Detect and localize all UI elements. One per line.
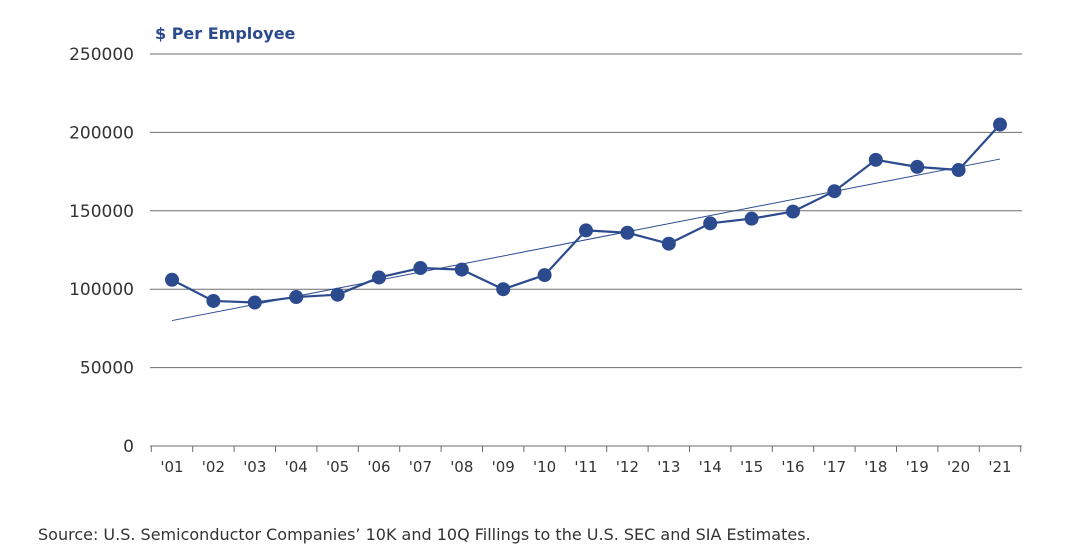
y-tick-label: 0 (123, 437, 134, 457)
series-group (165, 117, 1007, 310)
data-point (579, 223, 593, 238)
x-tick-label: '07 (409, 458, 432, 476)
gridlines (150, 53, 1022, 369)
data-point (868, 152, 883, 167)
data-point (910, 159, 925, 174)
data-point (993, 117, 1007, 132)
y-tick-label: 200000 (69, 123, 134, 143)
y-tick-label: 150000 (69, 202, 134, 222)
data-point (330, 287, 345, 302)
data-point (289, 290, 304, 305)
x-tick-label: '19 (906, 458, 929, 476)
x-tick-label: '11 (574, 458, 597, 476)
data-point (827, 184, 842, 199)
data-point (454, 262, 469, 277)
chart-title: $ Per Employee (155, 24, 296, 43)
data-point (247, 295, 262, 310)
x-tick-label: '08 (450, 458, 473, 476)
x-tick-label: '14 (699, 458, 722, 476)
data-point (372, 270, 386, 285)
x-tick-label: '09 (492, 458, 515, 476)
x-tick-label: '10 (533, 458, 556, 476)
data-point (786, 204, 800, 219)
x-axis-tick-labels: '01 '02 '03 '04 '05 '06 '07 '08 '09 '10 '11 '12 '13 '… (160, 458, 1011, 476)
data-point (413, 261, 428, 276)
trendline-group (171, 158, 1001, 322)
y-axis-tick-labels: 250000 200000 150000 100000 50000 0 (69, 45, 134, 457)
trendline (171, 158, 1001, 322)
series-line (171, 123, 1001, 304)
data-point (620, 225, 635, 240)
x-tick-label: '04 (285, 458, 308, 476)
data-point (744, 211, 759, 226)
y-tick-label: 100000 (69, 280, 134, 300)
data-point (537, 268, 552, 283)
x-tick-label: '13 (657, 458, 680, 476)
data-point (661, 236, 676, 251)
data-point (206, 293, 221, 308)
data-point (951, 163, 966, 178)
x-tick-label: '05 (326, 458, 349, 476)
data-point (496, 282, 511, 297)
data-point (703, 216, 718, 231)
x-tick-label: '18 (864, 458, 887, 476)
x-tick-label: '01 (160, 458, 183, 476)
y-tick-label: 250000 (69, 45, 134, 65)
x-tick-label: '16 (781, 458, 804, 476)
x-tick-label: '03 (243, 458, 266, 476)
x-tick-label: '17 (823, 458, 846, 476)
y-tick-label: 50000 (80, 359, 134, 379)
data-point (165, 272, 179, 287)
x-tick-label: '21 (988, 458, 1011, 476)
x-tick-label: '02 (202, 458, 225, 476)
x-tick-label: '15 (740, 458, 763, 476)
x-axis (150, 445, 1022, 452)
source-note: Source: U.S. Semiconductor Companies’ 10… (38, 525, 811, 544)
x-tick-label: '12 (616, 458, 639, 476)
x-tick-label: '20 (947, 458, 970, 476)
x-tick-label: '06 (367, 458, 390, 476)
